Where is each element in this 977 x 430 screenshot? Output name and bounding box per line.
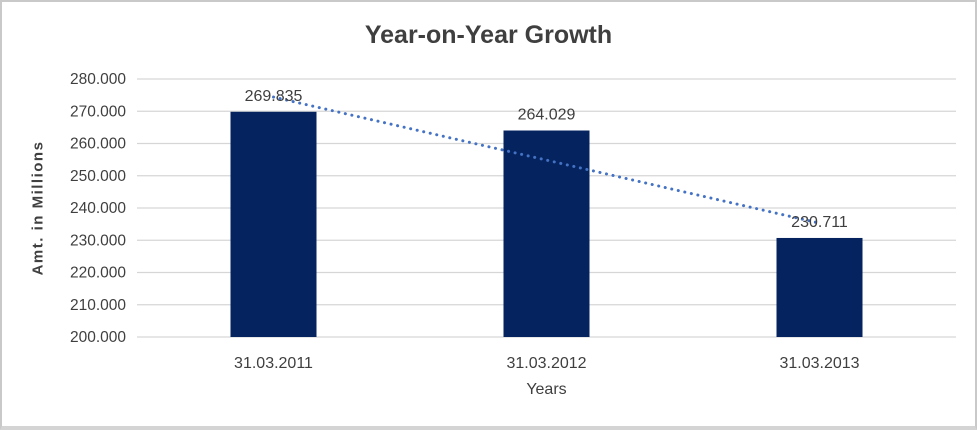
bar	[503, 130, 590, 337]
x-category-label: 31.03.2013	[779, 355, 859, 372]
trendline	[272, 95, 821, 225]
x-category-label: 31.03.2012	[506, 355, 586, 372]
y-tick-label: 200.000	[70, 329, 126, 346]
bar	[230, 111, 317, 337]
bar	[776, 237, 863, 337]
y-tick-label: 230.000	[70, 232, 126, 249]
y-tick-label: 240.000	[70, 200, 126, 217]
data-label: 230.711	[791, 214, 848, 231]
chart-title: Year-on-Year Growth	[364, 21, 613, 49]
data-label: 269.835	[245, 88, 303, 105]
x-axis-title: Years	[526, 381, 567, 398]
y-tick-label: 210.000	[70, 297, 126, 314]
y-tick-label: 220.000	[70, 265, 126, 282]
data-label: 264.029	[518, 107, 576, 124]
y-tick-label: 270.000	[70, 103, 126, 120]
x-category-label: 31.03.2011	[234, 355, 313, 372]
y-tick-label: 260.000	[70, 136, 126, 153]
y-tick-label: 250.000	[70, 168, 126, 185]
y-tick-label: 280.000	[70, 71, 126, 88]
